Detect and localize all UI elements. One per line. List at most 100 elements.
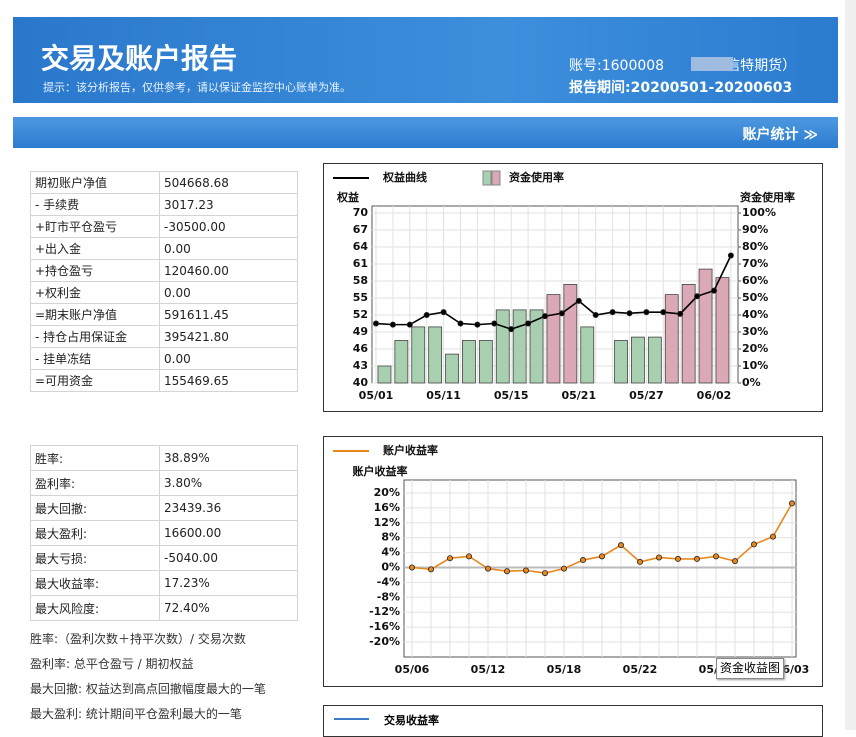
table-row: =可用资金 155469.65: [30, 369, 298, 392]
y-tick-label: 70: [353, 206, 369, 219]
point: [677, 310, 684, 317]
point: [788, 500, 795, 507]
y2-tick-label: 10%: [742, 359, 768, 372]
y-tick-label: -12%: [369, 605, 400, 618]
y-tick-label: 64: [353, 240, 369, 253]
cell-label: 盈利率:: [30, 470, 160, 496]
table-row: =期末账户净值 591611.45: [30, 303, 298, 326]
x-tick-label: 05/18: [547, 663, 582, 676]
legend-label: 资金使用率: [509, 170, 564, 184]
x-tick-label: 05/06: [395, 663, 430, 676]
tooltip: 资金收益图: [716, 658, 784, 679]
header-banner: 交易及账户报告 提示：该分析报告，仅供参考，请以保证金监控中心账单为准。 账号:…: [13, 17, 838, 103]
cell-label: +持仓盈亏: [30, 259, 160, 282]
point: [694, 293, 701, 300]
point: [522, 567, 529, 574]
notice: 提示：该分析报告，仅供参考，请以保证金监控中心账单为准。: [43, 81, 351, 94]
cell-value: -5040.00: [159, 545, 298, 571]
point: [428, 566, 435, 573]
cell-label: 最大收益率:: [30, 570, 160, 596]
y-tick-label: 12%: [374, 516, 400, 529]
table-row: - 手续费 3017.23: [30, 193, 298, 216]
note: 最大回撤: 权益达到高点回撤幅度最大的一笔: [30, 682, 266, 696]
point: [660, 309, 667, 316]
cell-label: - 持仓占用保证金: [30, 325, 160, 348]
bar: [445, 353, 459, 384]
y2-tick-label: 70%: [742, 257, 768, 270]
cell-label: 最大回撤:: [30, 495, 160, 521]
bar: [563, 284, 578, 384]
bar: [580, 326, 595, 384]
cell-value: 155469.65: [159, 369, 298, 392]
bar: [478, 340, 493, 384]
cell-value: 72.40%: [159, 595, 298, 621]
cell-label: =期末账户净值: [30, 303, 160, 326]
y-tick-label: -8%: [377, 590, 400, 603]
point: [655, 554, 662, 561]
bar: [614, 340, 628, 384]
point: [525, 320, 532, 327]
y2-tick-label: 100%: [742, 206, 776, 219]
x-tick-label: 05/01: [359, 389, 394, 402]
y-axis-label: 权益: [336, 190, 359, 204]
period: 报告期间:20200501-20200603: [569, 80, 793, 96]
legend-label: 权益曲线: [382, 170, 427, 184]
bar: [512, 309, 527, 384]
bar: [462, 340, 476, 384]
bar: [529, 309, 544, 384]
y-tick-label: -20%: [369, 635, 400, 648]
note: 最大盈利: 统计期间平仓盈利最大的一笔: [30, 707, 242, 721]
return-chart: 05/0605/1205/1805/2205/2806/03-20%-16%-1…: [323, 436, 823, 687]
y-tick-label: 40: [353, 376, 369, 389]
y2-tick-label: 60%: [742, 274, 768, 287]
point: [423, 311, 430, 318]
section-bar[interactable]: 账户统计 ≫: [13, 117, 838, 148]
x-tick-label: 05/12: [471, 663, 506, 676]
cell-label: 最大盈利:: [30, 520, 160, 546]
table-row: 最大回撤: 23439.36: [30, 495, 298, 521]
masked-account: [691, 57, 733, 71]
y-tick-label: 4%: [381, 546, 400, 559]
point: [373, 320, 380, 327]
y-tick-label: 43: [353, 359, 368, 372]
bar: [377, 365, 392, 384]
next-chart: 交易收益率: [323, 705, 823, 737]
point: [560, 565, 567, 572]
cell-value: 3.80%: [159, 470, 298, 496]
y-tick-label: 20%: [374, 486, 400, 499]
y2-tick-label: 0%: [742, 376, 761, 389]
cell-label: +盯市平仓盈亏: [30, 215, 160, 238]
y2-tick-label: 40%: [742, 308, 768, 321]
bar: [428, 326, 443, 384]
table-row: +出入金 0.00: [30, 237, 298, 260]
account-line: 账号:1600008 （信特期货）: [569, 55, 796, 75]
table-row: 期初账户净值 504668.68: [30, 171, 298, 194]
equity-chart: 05/01 05/11 05/15 05/21 05/27 06/02 40 43 46 49 52…: [323, 163, 823, 412]
y-tick-label: 16%: [374, 501, 400, 514]
y2-tick-label: 20%: [742, 342, 768, 355]
account: 账号:1600008: [569, 58, 665, 74]
cell-value: 38.89%: [159, 445, 298, 471]
report-title: 交易及账户报告: [41, 42, 238, 75]
y2-tick-label: 90%: [742, 223, 768, 236]
point: [674, 555, 681, 562]
table-row: +盯市平仓盈亏 -30500.00: [30, 215, 298, 238]
point: [636, 558, 643, 565]
cell-value: 591611.45: [159, 303, 298, 326]
account-table: 期初账户净值 504668.68- 手续费 3017.23 +盯市平仓盈亏 -30500…: [30, 171, 298, 392]
table-row: 最大亏损: -5040.00: [30, 545, 298, 571]
point: [727, 252, 734, 259]
point: [541, 570, 548, 577]
cell-value: 16600.00: [159, 520, 298, 546]
point: [769, 533, 776, 540]
y-tick-label: 8%: [381, 531, 400, 544]
bar: [698, 268, 713, 384]
y-tick-label: 55: [353, 291, 368, 304]
section-title[interactable]: 账户统计 ≫: [742, 127, 818, 143]
point: [710, 287, 717, 294]
scrollbar[interactable]: [845, 0, 856, 730]
y-tick-label: 58: [353, 274, 368, 287]
y2-axis-label: 资金使用率: [740, 190, 795, 204]
point: [457, 320, 464, 327]
